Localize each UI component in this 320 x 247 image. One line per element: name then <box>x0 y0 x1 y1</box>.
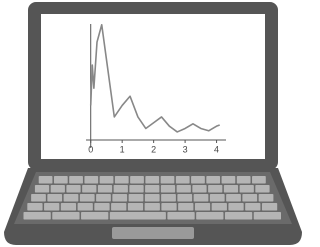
key <box>161 194 176 202</box>
key <box>130 176 144 184</box>
key <box>255 185 269 193</box>
key <box>225 212 252 220</box>
key <box>114 185 128 193</box>
key <box>222 176 236 184</box>
key <box>254 212 281 220</box>
key <box>252 176 266 184</box>
x-tick-label: 0 <box>88 144 93 154</box>
key <box>39 176 53 184</box>
key <box>191 176 205 184</box>
key <box>61 203 76 211</box>
key <box>194 194 209 202</box>
x-tick-label: 1 <box>120 144 125 154</box>
key <box>228 203 243 211</box>
key <box>242 194 257 202</box>
key <box>69 176 83 184</box>
key <box>206 176 220 184</box>
key <box>259 194 274 202</box>
key <box>178 203 193 211</box>
key <box>31 194 46 202</box>
key <box>112 194 127 202</box>
screen <box>41 14 265 159</box>
laptop-illustration: 0 1 2 3 4 <box>0 0 306 247</box>
key <box>100 176 114 184</box>
key <box>145 203 160 211</box>
key <box>237 176 251 184</box>
key <box>84 176 98 184</box>
key <box>96 194 111 202</box>
key <box>240 185 254 193</box>
key <box>226 194 241 202</box>
key <box>111 203 126 211</box>
x-tick-label: 4 <box>214 144 219 154</box>
key <box>52 212 79 220</box>
key <box>167 212 194 220</box>
key <box>110 212 166 220</box>
key <box>212 203 227 211</box>
key <box>47 194 62 202</box>
key <box>51 185 65 193</box>
key <box>195 203 210 211</box>
key <box>54 176 68 184</box>
key <box>262 203 277 211</box>
key <box>161 185 175 193</box>
key <box>66 185 80 193</box>
key <box>64 194 79 202</box>
key <box>224 185 238 193</box>
x-tick-label: 2 <box>151 144 156 154</box>
key <box>98 185 112 193</box>
key <box>115 176 129 184</box>
key <box>196 212 223 220</box>
key <box>129 194 144 202</box>
key <box>81 212 108 220</box>
key <box>35 185 49 193</box>
key <box>128 203 143 211</box>
x-tick-label: 3 <box>183 144 188 154</box>
trackpad <box>112 227 194 239</box>
key <box>94 203 109 211</box>
key <box>145 185 159 193</box>
key <box>210 194 225 202</box>
key <box>245 203 260 211</box>
key <box>161 176 175 184</box>
key <box>145 176 159 184</box>
key <box>78 203 93 211</box>
key <box>23 212 50 220</box>
key <box>145 194 160 202</box>
key <box>176 176 190 184</box>
key <box>177 194 192 202</box>
key <box>27 203 42 211</box>
key <box>192 185 206 193</box>
key <box>208 185 222 193</box>
key <box>44 203 59 211</box>
key <box>80 194 95 202</box>
key <box>177 185 191 193</box>
key <box>161 203 176 211</box>
key <box>129 185 143 193</box>
key <box>82 185 96 193</box>
